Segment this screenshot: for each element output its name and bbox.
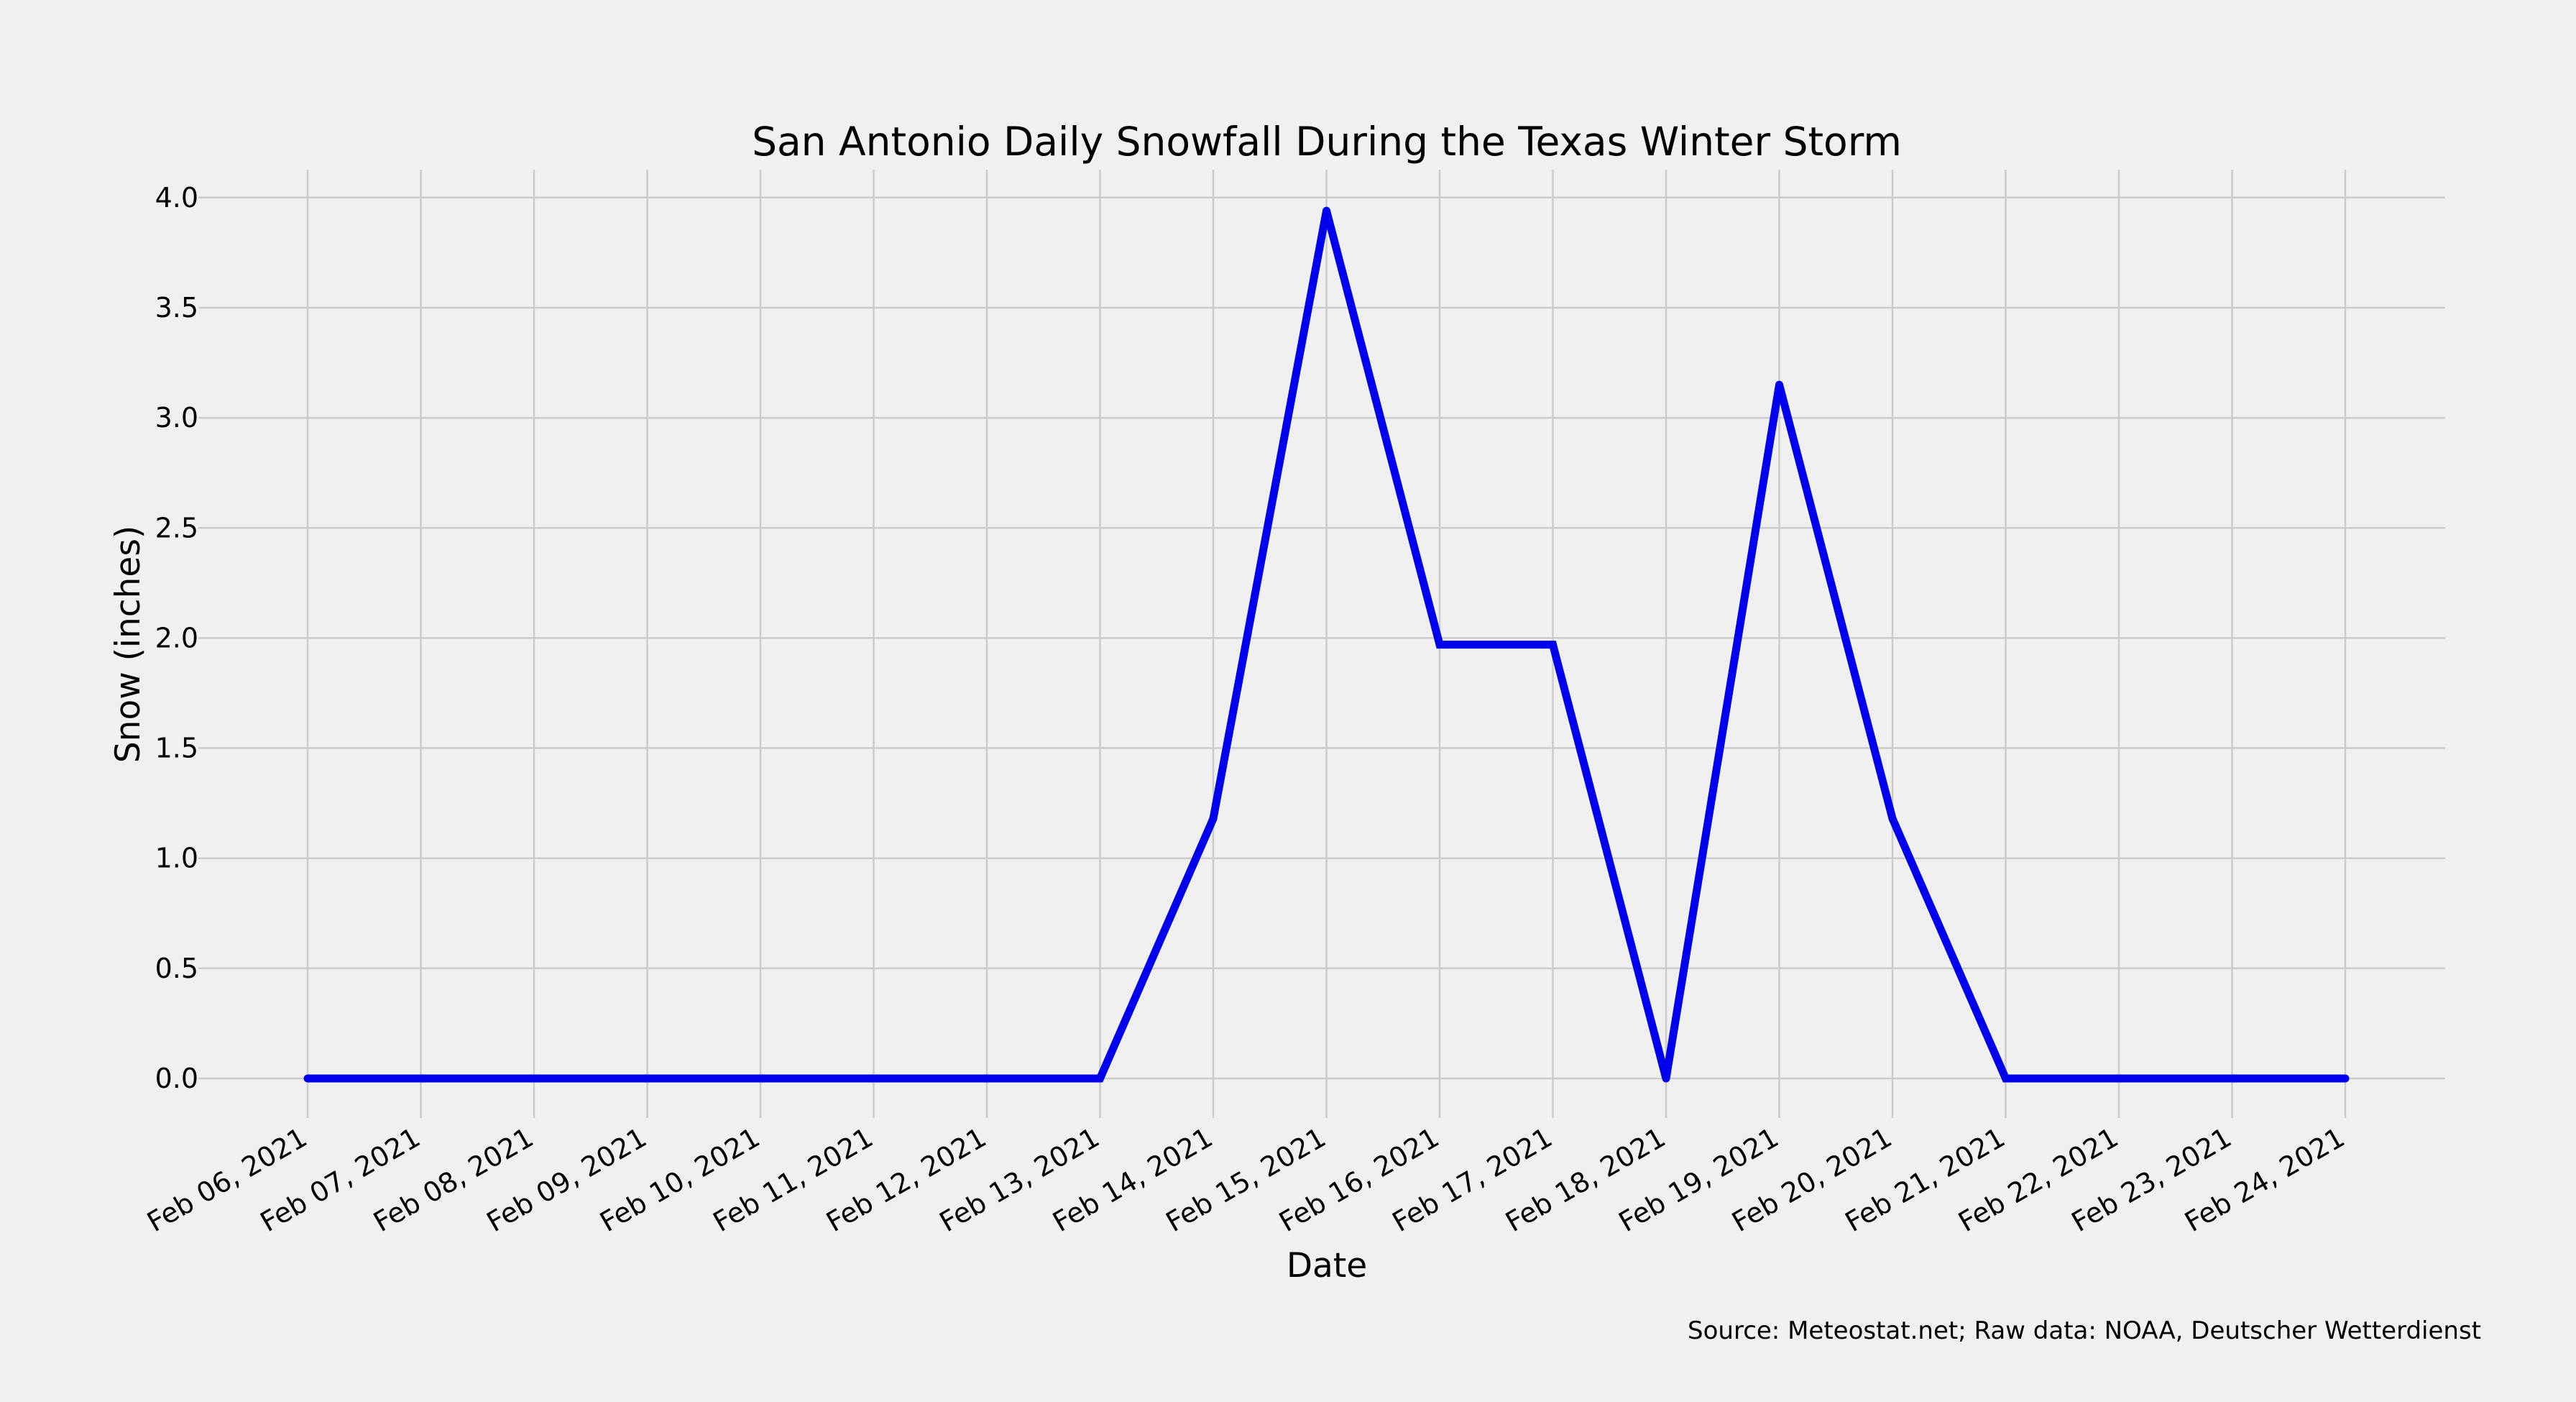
y-tick-label: 0.5: [155, 953, 198, 984]
x-gridlines: [306, 170, 2347, 1118]
data-point: [870, 1074, 878, 1083]
data-point: [530, 1074, 538, 1083]
data-point: [1662, 1074, 1670, 1083]
data-point: [2115, 1074, 2123, 1083]
y-tick-label: 0.0: [155, 1063, 198, 1094]
series-layer: [303, 206, 2350, 1083]
y-tick-label: 1.0: [155, 843, 198, 874]
data-point: [2002, 1074, 2010, 1083]
y-tick-label: 2.0: [155, 622, 198, 654]
data-point: [1775, 380, 1783, 389]
y-tick-label: 2.5: [155, 512, 198, 544]
data-point: [1209, 815, 1218, 823]
chart-title: San Antonio Daily Snowfall During the Te…: [752, 119, 1902, 165]
y-tick-label: 4.0: [155, 182, 198, 214]
data-point: [756, 1074, 765, 1083]
data-point: [2228, 1074, 2236, 1083]
y-gridlines: [198, 196, 2445, 1080]
data-point: [1549, 641, 1557, 649]
data-point: [417, 1074, 425, 1083]
data-point: [1322, 206, 1330, 215]
data-point: [1096, 1074, 1104, 1083]
y-tick-label: 3.0: [155, 402, 198, 434]
data-point: [1888, 815, 1897, 823]
source-note: Source: Meteostat.net; Raw data: NOAA, D…: [1688, 1316, 2481, 1345]
x-axis-label: Date: [1287, 1246, 1367, 1286]
data-point: [983, 1074, 991, 1083]
y-tick-label: 1.5: [155, 733, 198, 764]
y-tick-labels: 0.0 0.5 1.0 1.5 2.0 2.5 3.0 3.5 4.0: [155, 182, 198, 1094]
data-point: [1435, 641, 1444, 649]
data-point: [303, 1074, 312, 1083]
y-axis-label: Snow (inches): [109, 526, 148, 763]
data-point: [2341, 1074, 2350, 1083]
y-tick-label: 3.5: [155, 292, 198, 324]
data-point: [643, 1074, 651, 1083]
